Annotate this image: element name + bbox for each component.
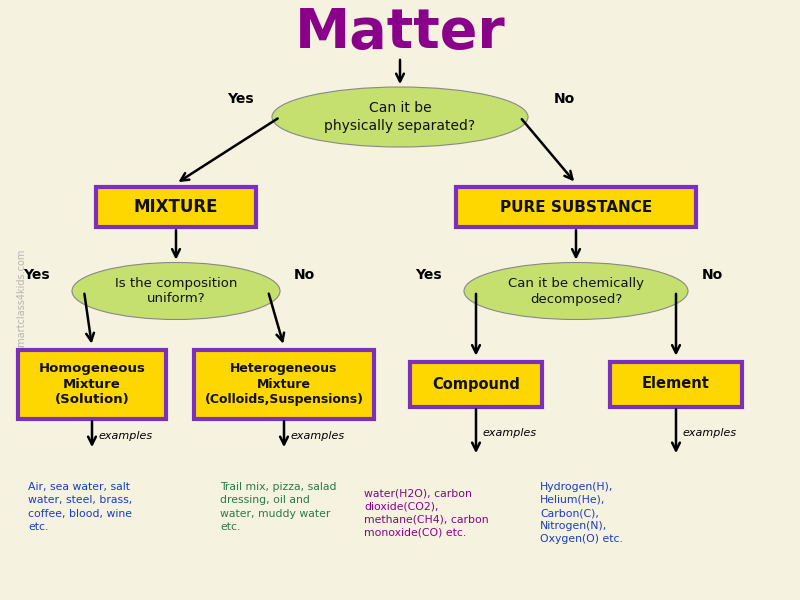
Text: PURE SUBSTANCE: PURE SUBSTANCE <box>500 199 652 214</box>
Text: Trail mix, pizza, salad
dressing, oil and
water, muddy water
etc.: Trail mix, pizza, salad dressing, oil an… <box>220 482 337 532</box>
Text: Yes: Yes <box>414 268 442 282</box>
Text: Compound: Compound <box>432 377 520 391</box>
Ellipse shape <box>72 263 280 319</box>
FancyBboxPatch shape <box>610 361 742 407</box>
Text: smartclass4kids.com: smartclass4kids.com <box>17 249 26 351</box>
Text: Heterogeneous
Mixture
(Colloids,Suspensions): Heterogeneous Mixture (Colloids,Suspensi… <box>205 362 363 406</box>
Text: Matter: Matter <box>294 6 506 60</box>
Text: Can it be chemically
decomposed?: Can it be chemically decomposed? <box>508 277 644 305</box>
Text: No: No <box>554 92 574 106</box>
Text: Yes: Yes <box>22 268 50 282</box>
Text: MIXTURE: MIXTURE <box>134 198 218 216</box>
Text: No: No <box>294 268 314 282</box>
FancyBboxPatch shape <box>96 187 256 227</box>
Text: Homogeneous
Mixture
(Solution): Homogeneous Mixture (Solution) <box>38 362 146 406</box>
Text: Element: Element <box>642 377 710 391</box>
Text: examples: examples <box>290 431 345 441</box>
FancyBboxPatch shape <box>456 187 696 227</box>
Text: water(H2O), carbon
dioxide(CO2),
methane(CH4), carbon
monoxide(CO) etc.: water(H2O), carbon dioxide(CO2), methane… <box>364 488 489 538</box>
Text: Can it be
physically separated?: Can it be physically separated? <box>325 101 475 133</box>
FancyBboxPatch shape <box>410 361 542 407</box>
Text: Air, sea water, salt
water, steel, brass,
coffee, blood, wine
etc.: Air, sea water, salt water, steel, brass… <box>28 482 132 532</box>
Text: No: No <box>702 268 722 282</box>
Text: examples: examples <box>98 431 153 441</box>
Text: examples: examples <box>482 428 537 438</box>
Text: examples: examples <box>682 428 737 438</box>
Text: Is the composition
uniform?: Is the composition uniform? <box>115 277 237 305</box>
Text: Yes: Yes <box>226 92 254 106</box>
Ellipse shape <box>272 87 528 147</box>
FancyBboxPatch shape <box>18 349 166 419</box>
Text: Hydrogen(H),
Helium(He),
Carbon(C),
Nitrogen(N),
Oxygen(O) etc.: Hydrogen(H), Helium(He), Carbon(C), Nitr… <box>540 482 623 544</box>
FancyBboxPatch shape <box>194 349 374 419</box>
Ellipse shape <box>464 263 688 319</box>
